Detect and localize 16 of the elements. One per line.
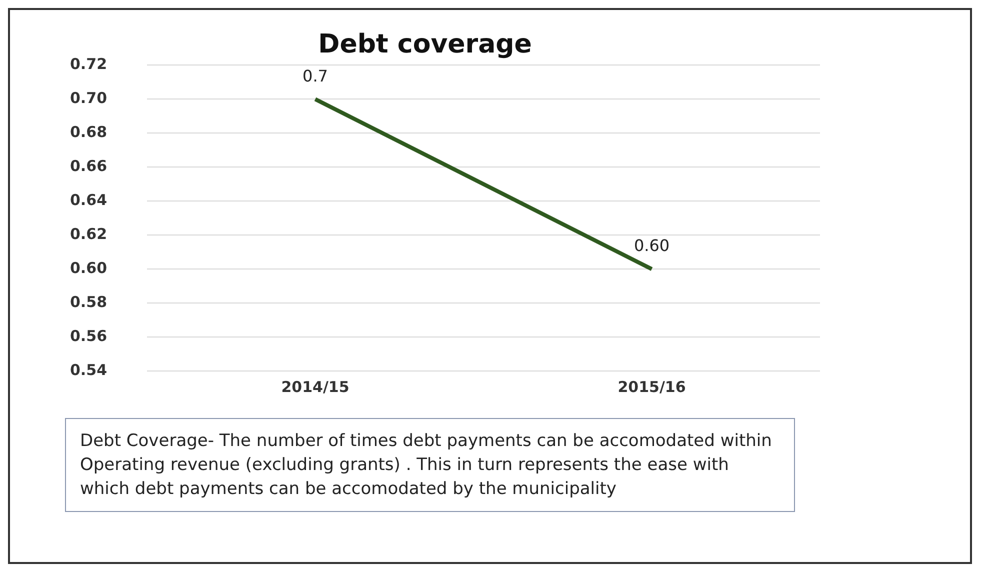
y-tick-label: 0.62: [70, 224, 108, 243]
data-label: 0.7: [302, 66, 328, 86]
y-tick-label: 0.58: [70, 292, 108, 311]
y-tick-label: 0.64: [70, 191, 108, 209]
chart-title: Debt coverage: [318, 29, 532, 60]
y-tick-label: 0.68: [70, 123, 108, 142]
text: Debt Coverage- The number of times debt payments can be accomodated within Operating revenue (excluding grants) . This in turn represents the ease with which debt payments can be accomodated by the municipality: [65, 418, 795, 512]
y-tick-label: 0.70: [70, 89, 108, 108]
data-label: 0.60: [634, 236, 670, 256]
x-tick-label: 2014/15: [281, 378, 350, 396]
y-tick-label: 0.72: [70, 55, 108, 74]
y-tick-label: 0.60: [70, 258, 108, 277]
y-tick-label: 0.56: [70, 326, 108, 345]
y-tick-label: 0.54: [70, 360, 108, 379]
x-tick-label: 2015/16: [618, 378, 686, 396]
y-tick-label: 0.66: [70, 157, 108, 176]
